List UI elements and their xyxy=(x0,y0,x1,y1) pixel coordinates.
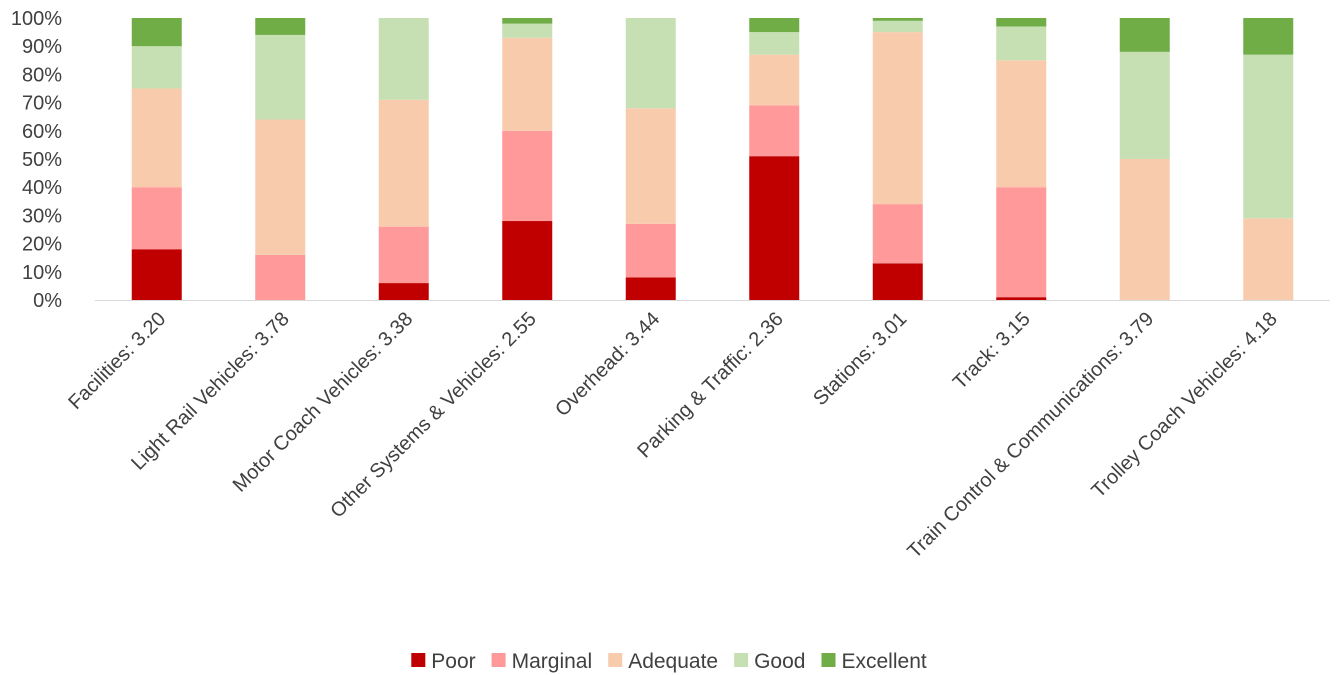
bar-stack xyxy=(625,18,676,300)
y-tick-label: 70% xyxy=(22,93,62,115)
legend-label: Good xyxy=(754,650,805,673)
bar-stack xyxy=(872,18,923,300)
bar-stack xyxy=(255,18,306,300)
bar-stack xyxy=(131,18,182,300)
y-tick-label: 0% xyxy=(33,290,62,312)
bar-stack xyxy=(996,18,1047,300)
bar-segment-adequate xyxy=(131,88,182,188)
bar-segment-excellent xyxy=(872,18,923,21)
bar-stack xyxy=(1119,18,1170,300)
bar-segment-adequate xyxy=(1119,159,1170,300)
category-label: Track: 3.15 xyxy=(949,308,1035,394)
bar-segment-poor xyxy=(378,283,429,300)
bar-segment-good xyxy=(749,32,800,55)
legend-item: Excellent xyxy=(821,650,927,673)
bar-segment-excellent xyxy=(502,18,553,24)
bar-segment-good xyxy=(1119,51,1170,160)
y-tick-label: 100% xyxy=(11,8,62,30)
bar-segment-excellent xyxy=(1243,18,1294,55)
bar-stack xyxy=(502,18,553,300)
category-label: Stations: 3.01 xyxy=(809,308,911,410)
bar-segment-good xyxy=(255,34,306,120)
y-tick-label: 60% xyxy=(22,121,62,143)
bar-segment-adequate xyxy=(996,60,1047,188)
bar-segment-good xyxy=(996,26,1047,61)
bar-segment-good xyxy=(131,46,182,89)
bar-segment-good xyxy=(625,18,676,109)
bar-segment-poor xyxy=(625,277,676,300)
category-label: Overhead: 3.44 xyxy=(551,308,664,421)
category-label: Facilities: 3.20 xyxy=(64,308,170,414)
bar-segment-poor xyxy=(749,156,800,300)
legend-label: Excellent xyxy=(842,650,927,673)
bar-segment-adequate xyxy=(378,99,429,227)
bar-segment-marginal xyxy=(502,130,553,222)
legend-item: Good xyxy=(734,650,805,673)
bar-segment-poor xyxy=(996,297,1047,300)
bar-segment-adequate xyxy=(255,119,306,255)
bar-segment-excellent xyxy=(131,18,182,47)
legend-label: Adequate xyxy=(628,650,718,673)
y-tick-label: 50% xyxy=(22,149,62,171)
bar-segment-poor xyxy=(872,263,923,300)
bar-segment-adequate xyxy=(872,32,923,205)
bar-segment-adequate xyxy=(502,37,553,131)
bar-stack xyxy=(1243,18,1294,300)
bar-segment-excellent xyxy=(1119,18,1170,52)
bar-segment-marginal xyxy=(625,223,676,278)
bar-segment-adequate xyxy=(625,108,676,224)
bar-segment-good xyxy=(1243,54,1294,219)
bar-segment-poor xyxy=(131,249,182,300)
y-tick-label: 80% xyxy=(22,64,62,86)
bar-segment-good xyxy=(378,18,429,100)
legend-item: Adequate xyxy=(608,650,718,673)
bar-segment-marginal xyxy=(255,254,306,300)
bar-segment-excellent xyxy=(255,18,306,35)
bar-segment-marginal xyxy=(872,204,923,264)
y-axis: 0% 10% 20% 30% 40% 50% 60% 70% 80% 90% 100% xyxy=(11,8,62,312)
legend-swatch xyxy=(608,653,623,667)
bar-segment-adequate xyxy=(749,54,800,106)
legend-label: Poor xyxy=(431,650,475,673)
category-label: Train Control & Communications: 3.79 xyxy=(904,308,1159,563)
legend-item: Marginal xyxy=(491,650,593,673)
y-tick-label: 20% xyxy=(22,234,62,256)
category-label: Other Systems & Vehicles: 2.55 xyxy=(326,308,540,522)
legend-item: Poor xyxy=(411,650,476,673)
legend: Poor Marginal Adequate Good Excellent xyxy=(411,650,927,673)
legend-label: Marginal xyxy=(512,650,593,673)
y-tick-label: 90% xyxy=(22,36,62,58)
bar-segment-excellent xyxy=(749,18,800,33)
bar-segment-adequate xyxy=(1243,218,1294,300)
legend-swatch xyxy=(411,653,426,667)
bar-segment-excellent xyxy=(996,18,1047,27)
bar-segment-good xyxy=(872,20,923,33)
y-tick-label: 40% xyxy=(22,177,62,199)
bar-stack xyxy=(749,18,800,300)
bar-segment-poor xyxy=(502,221,553,300)
bar-stack xyxy=(378,18,429,300)
bar-segment-marginal xyxy=(749,105,800,157)
bar-segment-good xyxy=(502,23,553,38)
y-tick-label: 30% xyxy=(22,205,62,227)
bar-segment-marginal xyxy=(378,226,429,284)
legend-swatch xyxy=(734,653,749,667)
legend-swatch xyxy=(491,653,506,667)
bar-segment-marginal xyxy=(131,187,182,250)
bars xyxy=(131,18,1294,300)
legend-swatch xyxy=(821,653,836,667)
bar-segment-marginal xyxy=(996,187,1047,298)
y-tick-label: 10% xyxy=(22,262,62,284)
